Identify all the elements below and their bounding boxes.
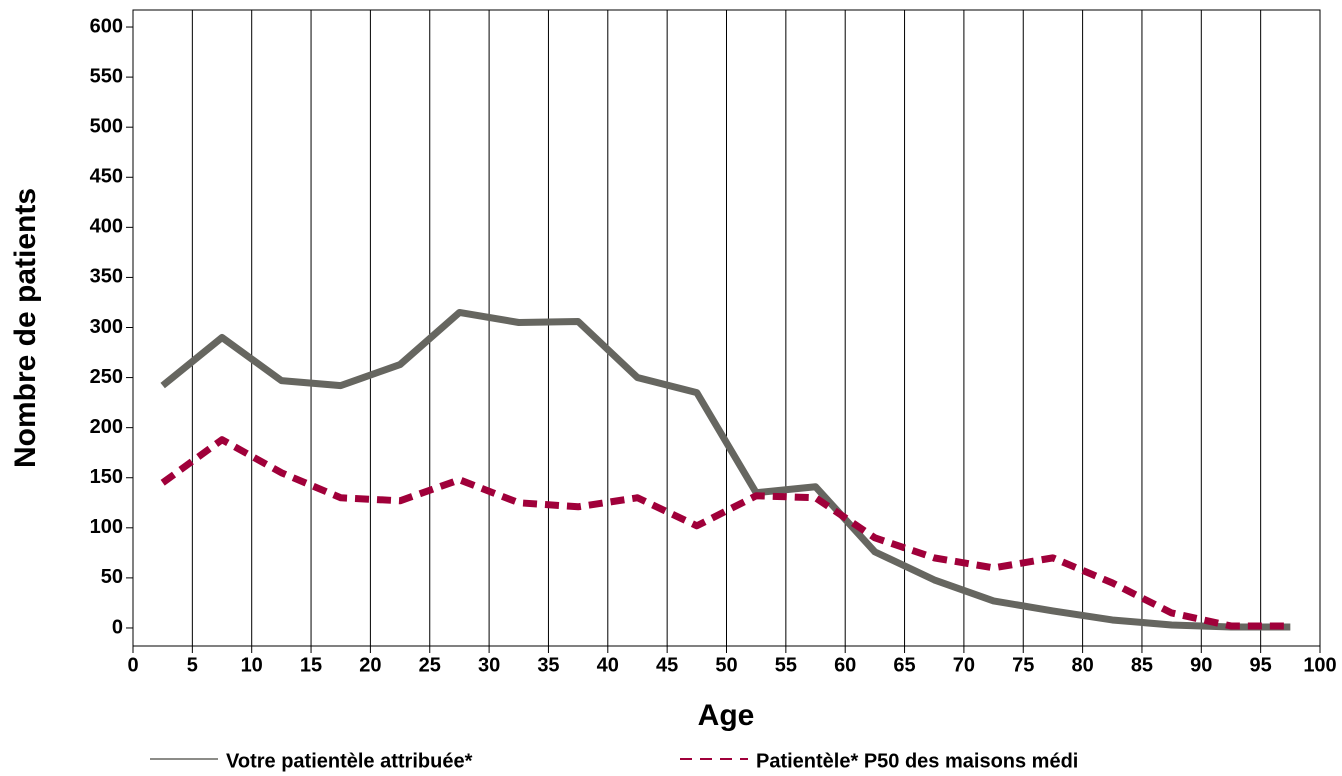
x-tick-label: 90: [1190, 654, 1212, 676]
series-line: [160, 308, 1291, 631]
x-tick-label: 35: [537, 654, 559, 676]
y-tick-label: 150: [90, 466, 123, 488]
x-tick-label: 65: [893, 654, 915, 676]
y-tick-label: 600: [90, 15, 123, 37]
x-tick-label: 95: [1250, 654, 1272, 676]
x-tick-label: 5: [187, 654, 198, 676]
x-tick-label: 60: [834, 654, 856, 676]
x-tick-label: 0: [127, 654, 138, 676]
y-tick-label: 500: [90, 115, 123, 137]
legend-label: Votre patientèle attribuée*: [226, 750, 473, 772]
x-tick-label: 25: [419, 654, 441, 676]
y-tick-label: 550: [90, 65, 123, 87]
x-tick-label: 100: [1303, 654, 1336, 676]
legend-label: Patientèle* P50 des maisons médi: [756, 750, 1078, 772]
y-tick-label: 0: [112, 616, 123, 638]
y-tick-label: 400: [90, 216, 123, 238]
x-tick-label: 10: [241, 654, 263, 676]
x-axis-title: Age: [698, 699, 755, 732]
x-tick-label: 80: [1071, 654, 1093, 676]
y-tick-label: 350: [90, 266, 123, 288]
x-tick-label: 20: [359, 654, 381, 676]
x-tick-label: 75: [1012, 654, 1034, 676]
y-tick-label: 300: [90, 316, 123, 338]
y-tick-label: 100: [90, 516, 123, 538]
plot-frame: [132, 9, 1321, 647]
y-tick-label: 200: [90, 416, 123, 438]
x-tick-label: 85: [1131, 654, 1153, 676]
x-tick-label: 55: [775, 654, 797, 676]
x-tick-label: 45: [656, 654, 678, 676]
x-tick-label: 40: [597, 654, 619, 676]
y-axis-title: Nombre de patients: [9, 188, 42, 468]
x-tick-label: 15: [300, 654, 322, 676]
x-tick-label: 50: [715, 654, 737, 676]
x-tick-label: 30: [478, 654, 500, 676]
y-tick-label: 250: [90, 366, 123, 388]
y-tick-label: 450: [90, 166, 123, 188]
x-tick-label: 70: [953, 654, 975, 676]
y-tick-label: 50: [101, 566, 123, 588]
